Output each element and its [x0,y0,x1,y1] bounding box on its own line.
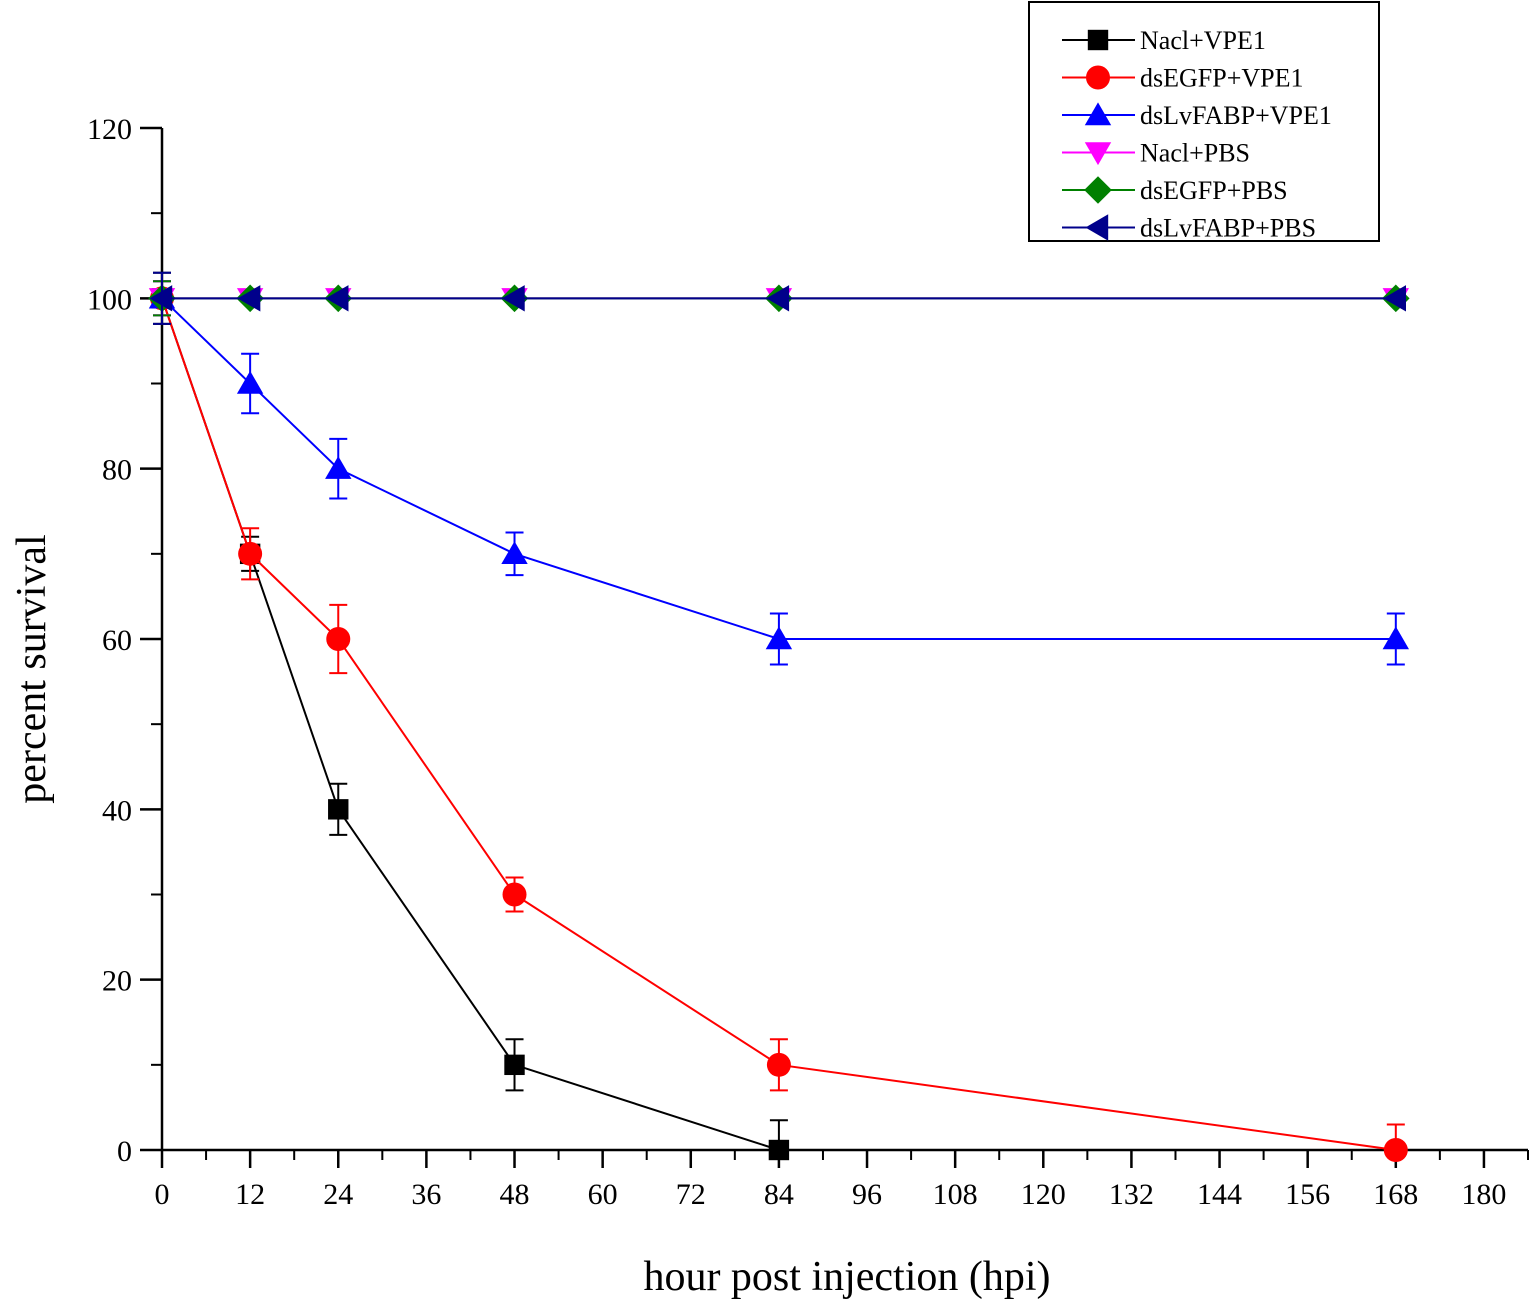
y-tick-label: 0 [117,1135,132,1168]
y-axis-title: percent survival [9,534,55,803]
data-point [238,541,263,566]
legend-label: dsEGFP+PBS [1140,176,1288,205]
series-line [161,297,1396,640]
x-tick-label: 84 [764,1178,794,1211]
data-point [766,1052,791,1077]
axes: 0 20 40 60 80 100 120 0 12 24 36 48 60 72 84 96 108 120 13… [87,113,1529,1211]
data-point [328,799,349,820]
data-point [325,285,349,312]
legend-marker [1084,102,1112,126]
data-point [236,370,264,394]
data-point [1383,1138,1408,1162]
x-tick-label: 180 [1461,1178,1506,1211]
legend-label: dsLvFABP+PBS [1140,214,1316,243]
series-dslvfabp-pbs [149,271,1407,325]
x-tick-label: 60 [588,1178,618,1211]
legend-marker [1084,142,1112,166]
y-tick-label: 60 [102,624,132,657]
x-tick-label: 156 [1285,1178,1330,1211]
legend-marker [1086,65,1110,90]
x-tick-label: 96 [852,1178,882,1211]
legend-marker [1087,29,1109,51]
series-nacl-vpe1 [151,271,790,1161]
data-point [326,627,351,651]
x-tick-label: 0 [155,1178,170,1211]
data-point [501,285,525,312]
series-line [161,298,780,1151]
y-tick-label: 40 [102,794,132,827]
data-point [504,1054,525,1076]
data-point [765,626,793,650]
x-axis-title: hour post injection (hpi) [643,1254,1050,1300]
x-tick-label: 36 [411,1178,441,1211]
x-tick-label: 108 [933,1178,978,1211]
series-dslvfabp-vpe1 [148,280,1410,666]
x-tick-label: 12 [235,1178,265,1211]
legend: Nacl+VPE1 dsEGFP+VPE1 dsLvFABP+VPE1 Nacl+PB… [1028,1,1380,243]
series-dsegfp-vpe1 [150,280,1408,1162]
data-point [237,285,261,312]
y-tick-label: 100 [87,283,132,316]
legend-marker [1085,214,1109,241]
y-tick-label: 20 [102,965,132,998]
data-point [325,456,352,479]
data-point [766,285,790,312]
legend-label: dsLvFABP+VPE1 [1140,101,1332,130]
data-point [149,285,173,312]
data-point [1383,285,1407,312]
x-tick-label: 168 [1373,1178,1418,1211]
axis-titles: hour post injection (hpi) percent surviv… [9,534,1051,1300]
legend-label: dsEGFP+VPE1 [1140,64,1303,93]
x-tick-label: 72 [676,1178,706,1211]
x-tick-label: 132 [1109,1178,1154,1211]
data-point [501,541,528,565]
data-point [768,1139,790,1161]
x-tick-label: 120 [1021,1178,1066,1211]
legend-label: Nacl+VPE1 [1140,26,1266,55]
y-tick-label: 80 [102,454,132,487]
series-layer [148,271,1410,1162]
legend-label: Nacl+PBS [1140,139,1250,168]
x-tick-label: 144 [1197,1178,1242,1211]
y-tick-label: 120 [87,113,132,146]
data-point [1382,626,1410,650]
data-point [502,882,527,907]
x-tick-label: 48 [500,1178,530,1211]
series-line [161,298,1396,1151]
x-tick-label: 24 [323,1178,353,1211]
legend-marker [1084,176,1112,204]
